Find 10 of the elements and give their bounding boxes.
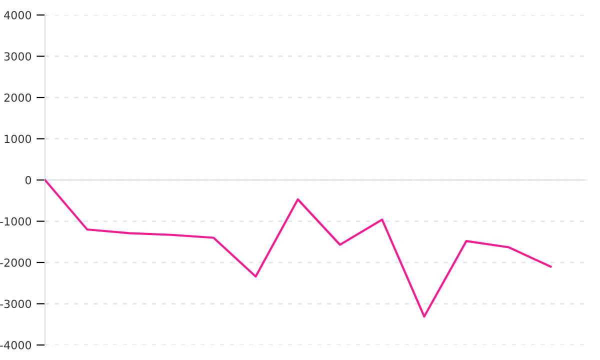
y-tick-label: 2000	[4, 93, 32, 102]
y-tick-label: -3000	[0, 300, 32, 308]
y-tick-label: 1000	[4, 134, 32, 144]
y-tick-label: -1000	[0, 217, 32, 226]
line-series	[45, 178, 552, 318]
y-tick-label: -4000	[0, 340, 32, 350]
y-tick-label: 0	[25, 176, 32, 184]
y-tick-label: 3000	[4, 52, 32, 61]
y-tick-label: -2000	[0, 258, 32, 267]
y-tick-label: 4000	[4, 10, 32, 20]
